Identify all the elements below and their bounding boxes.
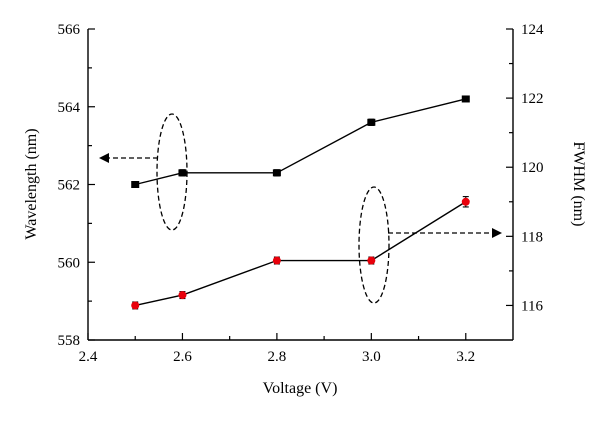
data-point bbox=[367, 256, 376, 265]
data-point bbox=[131, 181, 140, 188]
data-point bbox=[131, 301, 140, 310]
arrowhead-right-icon bbox=[492, 228, 502, 238]
right-y-tick-label: 124 bbox=[521, 22, 544, 38]
left-y-tick-label: 558 bbox=[58, 333, 81, 349]
x-tick-label: 3.2 bbox=[456, 349, 475, 365]
data-point bbox=[367, 118, 376, 126]
x-tick-label: 2.8 bbox=[268, 349, 287, 365]
right-y-tick-label: 116 bbox=[521, 298, 543, 314]
left-y-axis-title: Wavelength (nm) bbox=[23, 128, 40, 239]
annotation-right bbox=[358, 186, 502, 304]
left-y-tick-label: 560 bbox=[58, 255, 81, 271]
annotation-ellipse-left bbox=[156, 113, 188, 231]
x-tick-label: 2.4 bbox=[79, 349, 98, 365]
data-point bbox=[461, 95, 470, 103]
left-y-tick-label: 562 bbox=[58, 178, 81, 194]
right-y-tick-label: 120 bbox=[521, 160, 544, 176]
plot-frame bbox=[87, 29, 514, 341]
data-point bbox=[178, 291, 187, 300]
left-y-tick-label: 566 bbox=[58, 22, 81, 38]
right-y-axis-ticks: 116 118 120 122 124 bbox=[506, 22, 544, 314]
data-point bbox=[178, 169, 187, 177]
series-line-2 bbox=[135, 201, 467, 307]
left-y-axis-ticks: 558 560 562 564 566 bbox=[58, 22, 95, 349]
x-tick-label: 2.6 bbox=[173, 349, 192, 365]
arrowhead-left-icon bbox=[99, 153, 109, 163]
x-axis-ticks: 2.4 2.6 2.8 3.0 3.2 bbox=[79, 333, 475, 365]
series-group bbox=[131, 95, 470, 310]
annotation-ellipse-right bbox=[358, 186, 390, 304]
right-y-axis-title: FWHM (nm) bbox=[570, 142, 587, 227]
annotation-left bbox=[99, 113, 188, 231]
data-point bbox=[461, 197, 470, 206]
right-y-tick-label: 122 bbox=[521, 91, 544, 107]
left-y-tick-label: 564 bbox=[58, 100, 81, 116]
right-y-tick-label: 118 bbox=[521, 229, 543, 245]
data-point bbox=[272, 256, 281, 265]
data-point bbox=[272, 169, 281, 177]
x-tick-label: 3.0 bbox=[362, 349, 381, 365]
x-axis-title: Voltage (V) bbox=[263, 380, 338, 397]
